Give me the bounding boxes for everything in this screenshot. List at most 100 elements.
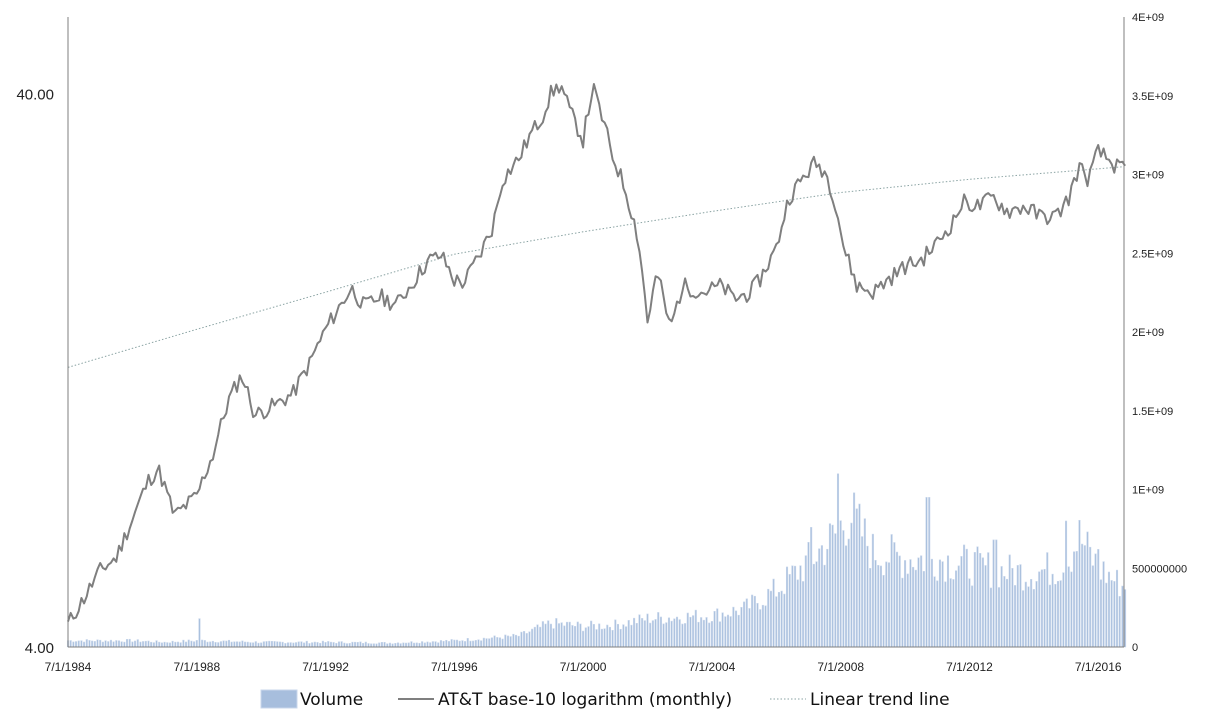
volume-bar bbox=[804, 555, 807, 648]
volume-bar bbox=[273, 641, 276, 648]
volume-bar bbox=[716, 608, 719, 648]
volume-bar bbox=[941, 561, 944, 648]
volume-bar bbox=[659, 616, 662, 648]
volume-bar bbox=[1086, 531, 1089, 648]
volume-bar bbox=[407, 642, 410, 648]
volume-bar bbox=[472, 640, 475, 648]
volume-bar bbox=[946, 555, 950, 648]
volume-bar bbox=[163, 641, 166, 648]
volume-bar bbox=[780, 590, 783, 648]
volume-bar bbox=[646, 613, 649, 648]
y-left-tick-label: 4.00 bbox=[25, 640, 54, 657]
y-right-tick-label: 1.5E+09 bbox=[1132, 406, 1173, 418]
volume-bar bbox=[80, 640, 83, 648]
y-right-tick-label: 0 bbox=[1132, 642, 1138, 654]
volume-bar bbox=[981, 557, 984, 648]
volume-bar bbox=[552, 628, 555, 648]
volume-bar bbox=[1121, 585, 1124, 648]
volume-bar bbox=[861, 536, 864, 648]
volume-bar bbox=[708, 622, 711, 648]
volume-bar bbox=[123, 641, 126, 648]
volume-bar bbox=[979, 552, 982, 648]
volume-bar bbox=[509, 636, 512, 648]
volume-bar bbox=[329, 641, 332, 648]
volume-bar bbox=[772, 578, 775, 648]
volume-bar bbox=[1070, 571, 1073, 648]
volume-bar bbox=[834, 533, 837, 648]
volume-bar bbox=[745, 598, 748, 648]
volume-bar bbox=[579, 623, 582, 648]
tick-labels: 4.00 40.00 0 500000000 1E+09 1.5E+09 2E+09 2.5E… bbox=[16, 12, 1187, 674]
volume-bar bbox=[898, 555, 901, 648]
volume-bar bbox=[120, 641, 123, 648]
volume-bar bbox=[214, 642, 217, 648]
volume-bar bbox=[276, 641, 279, 648]
volume-bar bbox=[866, 545, 869, 648]
volume-bar bbox=[823, 564, 826, 648]
volume-bar bbox=[399, 643, 402, 648]
volume-bar bbox=[455, 639, 459, 648]
volume-bar bbox=[871, 533, 874, 648]
volume-bar bbox=[1075, 551, 1078, 648]
volume-bar bbox=[568, 621, 571, 648]
volume-bar bbox=[426, 641, 429, 648]
volume-bar bbox=[187, 639, 190, 648]
volume-bar bbox=[692, 615, 695, 648]
volume-bar bbox=[928, 497, 931, 648]
volume-bar bbox=[595, 629, 598, 648]
volume-bar bbox=[1073, 551, 1076, 648]
volume-bar bbox=[828, 523, 831, 648]
volume-bar bbox=[574, 626, 577, 648]
volume-bar bbox=[815, 561, 818, 648]
volume-bar bbox=[233, 641, 236, 648]
volume-bar bbox=[174, 641, 177, 648]
volume-bar bbox=[1094, 553, 1097, 648]
volume-bar bbox=[85, 639, 88, 648]
volume-bar bbox=[638, 614, 641, 648]
volume-bar bbox=[434, 641, 437, 648]
volume-bar bbox=[667, 617, 671, 648]
volume-bar bbox=[206, 641, 209, 648]
volume-bar bbox=[820, 545, 823, 648]
volume-bar bbox=[193, 641, 196, 648]
volume-bar bbox=[474, 640, 477, 648]
volume-bar bbox=[700, 617, 703, 648]
volume-bar bbox=[1040, 569, 1043, 648]
volume-bar bbox=[439, 640, 442, 648]
volume-bar bbox=[1099, 579, 1102, 648]
volume-bar bbox=[230, 641, 233, 648]
volume-bar bbox=[485, 638, 488, 648]
volume-bar bbox=[673, 618, 676, 648]
volume-bar bbox=[957, 565, 960, 648]
volume-bar bbox=[268, 640, 271, 648]
volume-bar bbox=[182, 639, 185, 648]
volume-bar bbox=[702, 619, 705, 648]
volume-bar bbox=[785, 566, 789, 648]
volume-bar bbox=[753, 595, 756, 648]
volume-bar bbox=[1107, 571, 1111, 648]
volume-bar bbox=[528, 631, 531, 648]
volume-bar bbox=[297, 641, 300, 648]
volume-bar bbox=[265, 641, 268, 648]
price-layer bbox=[67, 83, 1126, 622]
volume-bar bbox=[775, 596, 778, 648]
volume-bar bbox=[77, 640, 80, 648]
volume-bar bbox=[740, 607, 743, 648]
volume-bar bbox=[286, 642, 290, 648]
price-line bbox=[67, 83, 1126, 622]
volume-bar bbox=[895, 551, 899, 648]
volume-bars bbox=[66, 473, 1127, 648]
volume-bar bbox=[643, 620, 646, 648]
volume-bar bbox=[651, 620, 654, 648]
volume-bar bbox=[147, 640, 150, 648]
volume-bar bbox=[751, 594, 754, 648]
volume-bar bbox=[1062, 572, 1065, 648]
volume-bar bbox=[1110, 580, 1113, 648]
volume-bar bbox=[308, 643, 311, 648]
volume-bar bbox=[874, 560, 877, 648]
volume-bar bbox=[128, 638, 131, 648]
volume-bar bbox=[933, 576, 936, 648]
volume-bar bbox=[611, 630, 614, 648]
volume-bar bbox=[1091, 565, 1094, 648]
volume-bar bbox=[694, 609, 697, 648]
